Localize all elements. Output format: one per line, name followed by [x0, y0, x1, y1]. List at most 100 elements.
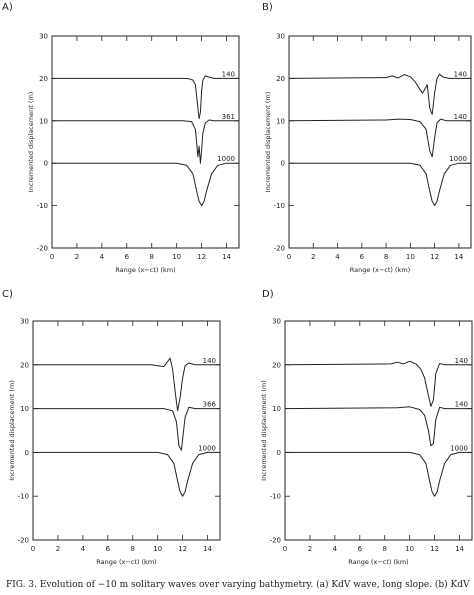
series-label: 140: [455, 401, 468, 409]
y-tick-label: 20: [276, 75, 285, 83]
panel-label: D): [262, 289, 274, 300]
x-tick-label: 10: [153, 545, 162, 553]
x-tick-label: 4: [81, 545, 86, 553]
x-tick-label: 10: [172, 253, 181, 261]
x-tick-label: 14: [455, 545, 464, 553]
chart-panel-2: B) 0 2 4 6 8 10 12 14 -20 -10 0 10 20 30 Range (x−ct) (…: [262, 2, 472, 274]
series-label: 1000: [217, 155, 235, 163]
series-line-366: [33, 406, 220, 451]
x-tick-label: 6: [358, 545, 363, 553]
x-tick-label: 0: [31, 545, 35, 553]
series-line-140: [33, 357, 220, 412]
series-line-1000: [33, 451, 220, 497]
x-tick-label: 8: [384, 253, 388, 261]
y-tick-label: 20: [20, 361, 29, 369]
y-tick-label: 20: [272, 361, 281, 369]
y-tick-label: -10: [274, 202, 285, 210]
x-tick-label: 14: [454, 253, 463, 261]
x-tick-label: 0: [283, 545, 287, 553]
y-tick-label: 0: [44, 160, 48, 168]
x-tick-label: 10: [405, 545, 414, 553]
y-tick-label: 10: [20, 405, 29, 413]
y-tick-label: -10: [18, 493, 29, 501]
series-label: 1000: [198, 444, 216, 452]
y-tick-label: 30: [20, 318, 29, 326]
y-tick-label: 0: [277, 449, 281, 457]
x-axis-label: Range (x−ct) (km): [350, 266, 410, 274]
series-label: 1000: [450, 444, 468, 452]
y-tick-label: -20: [270, 537, 281, 545]
panel-label: C): [2, 289, 13, 300]
x-tick-label: 8: [130, 545, 134, 553]
y-tick-label: 30: [39, 33, 48, 41]
x-tick-label: 0: [287, 253, 291, 261]
y-tick-label: 30: [272, 318, 281, 326]
x-tick-label: 0: [50, 253, 54, 261]
plot-frame: [51, 35, 240, 249]
series-line-1000: [52, 162, 239, 207]
series-line-140: [288, 73, 471, 115]
y-tick-label: 30: [276, 33, 285, 41]
panel-label: A): [2, 2, 13, 13]
x-tick-label: 8: [382, 545, 386, 553]
x-axis-label: Range (x−ct) (km): [96, 558, 156, 566]
y-axis-label: Incremented displacement (m): [264, 92, 272, 193]
x-tick-label: 2: [75, 253, 79, 261]
y-tick-label: 0: [25, 449, 29, 457]
plot-frame: [288, 35, 472, 249]
x-tick-label: 4: [333, 545, 338, 553]
x-tick-label: 14: [222, 253, 231, 261]
y-axis-label: Incremented displacement (m): [27, 92, 35, 193]
chart-panel-4: D) 0 2 4 6 8 10 12 14 -20 -10 0 10 20 30 Range (x−ct) (…: [260, 289, 473, 566]
x-tick-label: 4: [100, 253, 105, 261]
x-tick-label: 12: [197, 253, 206, 261]
y-axis-label: Incremented displacement (m): [8, 380, 16, 481]
x-tick-label: 2: [308, 545, 312, 553]
panel-label: B): [262, 2, 273, 13]
series-label: 140: [455, 357, 468, 365]
series-label: 140: [222, 70, 235, 78]
x-tick-label: 10: [406, 253, 415, 261]
x-tick-label: 12: [430, 253, 439, 261]
y-tick-label: 10: [39, 117, 48, 125]
y-tick-label: -20: [18, 537, 29, 545]
y-tick-label: -20: [274, 245, 285, 253]
x-tick-label: 12: [178, 545, 187, 553]
x-tick-label: 12: [430, 545, 439, 553]
x-tick-label: 14: [203, 545, 212, 553]
chart-panel-1: A) 0 2 4 6 8 10 12 14 -20 -10 0 10 20 30 Range (x−ct) (…: [2, 2, 240, 274]
y-tick-label: -20: [37, 245, 48, 253]
plot-frame: [32, 320, 221, 541]
y-tick-label: 10: [272, 405, 281, 413]
series-line-361: [52, 119, 239, 164]
y-tick-label: 10: [276, 117, 285, 125]
y-tick-label: 20: [39, 75, 48, 83]
series-label: 1000: [449, 155, 467, 163]
series-label: 140: [203, 357, 216, 365]
series-line-140: [52, 75, 239, 120]
x-tick-label: 4: [335, 253, 340, 261]
series-line-140: [284, 406, 472, 447]
plot-frame: [284, 320, 473, 541]
series-label: 366: [203, 401, 217, 409]
x-tick-label: 8: [149, 253, 153, 261]
x-tick-label: 6: [106, 545, 111, 553]
x-tick-label: 6: [360, 253, 365, 261]
series-line-140: [284, 360, 472, 407]
x-tick-label: 2: [311, 253, 315, 261]
series-label: 361: [222, 113, 235, 121]
y-tick-label: 0: [281, 160, 285, 168]
series-label: 140: [454, 70, 467, 78]
series-label: 140: [454, 113, 467, 121]
x-tick-label: 6: [125, 253, 130, 261]
chart-panel-3: C) 0 2 4 6 8 10 12 14 -20 -10 0 10 20 30 Range (x−ct) (…: [2, 289, 221, 566]
series-line-1000: [285, 451, 472, 497]
y-tick-label: -10: [270, 493, 281, 501]
series-line-1000: [289, 162, 471, 207]
x-tick-label: 2: [56, 545, 60, 553]
x-axis-label: Range (x−ct) (km): [115, 266, 175, 274]
figure-caption: FIG. 3. Evolution of −10 m solitary wave…: [6, 580, 470, 590]
y-axis-label: Incremented displacement (m): [260, 380, 268, 481]
series-line-140: [288, 118, 471, 158]
